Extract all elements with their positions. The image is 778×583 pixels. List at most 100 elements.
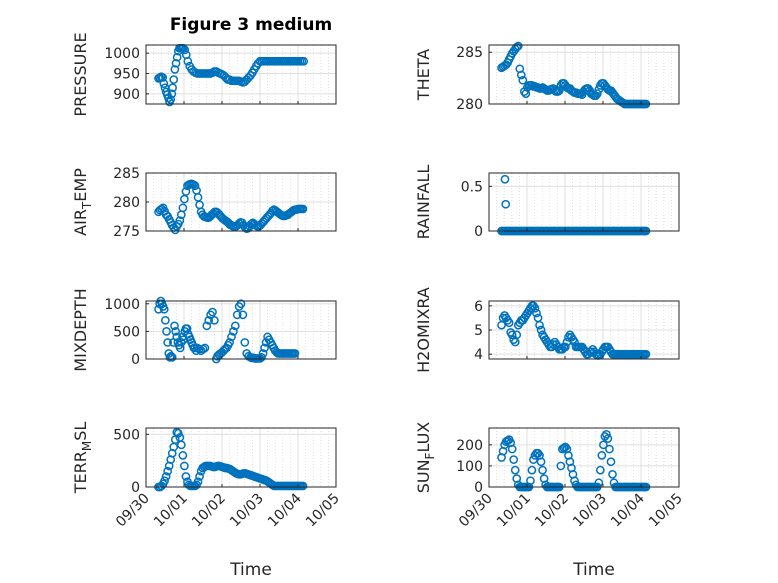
- data-point: [161, 472, 171, 481]
- axes-box: [145, 44, 337, 105]
- data-point: [171, 58, 181, 68]
- data-point: [159, 304, 169, 314]
- y-tick-label: 0: [474, 480, 483, 496]
- data-point: [167, 352, 177, 362]
- y-axis-label: H2OMIXRA: [414, 287, 433, 373]
- data-point: [175, 216, 185, 225]
- y-tick-label: 280: [456, 97, 483, 113]
- data-series: [154, 296, 300, 364]
- plot-area: [489, 173, 679, 231]
- y-axis-label-main: MIXDEPTH: [71, 288, 90, 371]
- data-point: [204, 315, 214, 325]
- data-point: [530, 303, 540, 313]
- data-point: [232, 310, 242, 320]
- data-point: [169, 75, 179, 84]
- y-tick-label: 4: [474, 347, 483, 363]
- data-point: [170, 321, 179, 331]
- plot-area: [146, 301, 336, 359]
- y-axis-label: RAINFALL: [414, 165, 433, 240]
- data-point: [597, 451, 607, 460]
- y-tick-label: 950: [113, 66, 140, 82]
- data-point: [229, 327, 238, 336]
- data-point: [181, 187, 191, 196]
- y-tick-label: 6: [474, 299, 483, 315]
- data-point: [606, 457, 616, 467]
- data-point: [260, 343, 269, 353]
- data-point: [178, 451, 188, 460]
- data-point: [509, 455, 519, 464]
- data-point: [501, 199, 511, 209]
- y-axis-label: AIRTEMP: [71, 168, 94, 236]
- y-tick-label: 500: [113, 427, 140, 443]
- axes-box: [488, 300, 680, 360]
- data-point: [594, 478, 604, 488]
- data-point: [236, 299, 246, 309]
- data-point: [257, 352, 266, 362]
- y-tick-label: 100: [456, 459, 483, 475]
- data-point: [159, 79, 169, 89]
- data-series: [497, 301, 651, 360]
- data-series: [154, 427, 308, 492]
- data-point: [512, 330, 522, 340]
- data-point: [507, 444, 517, 454]
- y-tick-label: 0: [131, 480, 140, 496]
- data-point: [290, 349, 300, 358]
- data-point: [532, 308, 541, 318]
- data-point: [163, 466, 173, 476]
- axes-box: [145, 172, 337, 232]
- figure-title: Figure 3 medium: [170, 15, 332, 35]
- y-tick-label: 500: [113, 324, 140, 340]
- data-point: [170, 65, 180, 74]
- data-point: [210, 315, 219, 325]
- y-axis-label: PRESSURE: [71, 32, 90, 116]
- data-point: [227, 332, 236, 342]
- data-point: [605, 444, 614, 454]
- y-axis-label-subscript: F: [423, 452, 437, 459]
- data-point: [240, 338, 250, 347]
- y-axis-label-tail: SL: [71, 422, 90, 441]
- subplot-4: 0 0.5 RAINFALL: [414, 165, 680, 240]
- y-tick-label: 285: [456, 45, 483, 61]
- data-point: [180, 461, 189, 471]
- axes-box: [145, 300, 337, 360]
- data-point: [595, 465, 605, 475]
- y-axis-label-main: H2OMIXRA: [414, 287, 433, 373]
- data-point: [167, 89, 177, 99]
- y-tick-label: 1000: [104, 297, 140, 313]
- axes-box: [488, 44, 680, 105]
- y-axis-label-main: PRESSURE: [71, 32, 90, 116]
- data-point: [181, 472, 191, 481]
- data-point: [158, 73, 168, 82]
- data-point: [536, 457, 546, 467]
- axes-box: [488, 427, 680, 488]
- data-point: [536, 325, 546, 335]
- data-point: [504, 318, 514, 328]
- y-axis-label: SUNFLUX: [414, 422, 437, 494]
- axes-box: [488, 172, 680, 232]
- data-point: [200, 343, 210, 353]
- data-series: [497, 41, 651, 109]
- data-point: [172, 52, 182, 62]
- data-point: [180, 45, 190, 55]
- data-point: [194, 344, 204, 354]
- y-tick-label: 0: [474, 224, 483, 240]
- y-axis-label: TERRMSL: [71, 422, 94, 495]
- data-point: [175, 343, 185, 353]
- data-point: [500, 174, 510, 184]
- data-point: [161, 315, 170, 325]
- data-point: [190, 181, 200, 191]
- data-point: [556, 461, 566, 471]
- data-point: [518, 75, 528, 85]
- data-point: [561, 342, 570, 352]
- y-tick-label: 1000: [104, 46, 140, 62]
- data-point: [193, 477, 203, 487]
- data-point: [171, 327, 180, 336]
- subplot-2: 280 285 THETA: [414, 41, 680, 113]
- data-point: [516, 70, 526, 80]
- data-point: [298, 481, 308, 491]
- y-axis-label-main: THETA: [414, 49, 433, 101]
- data-point: [166, 95, 176, 104]
- y-axis-label-main: RAINFALL: [414, 165, 433, 240]
- data-point: [202, 321, 212, 331]
